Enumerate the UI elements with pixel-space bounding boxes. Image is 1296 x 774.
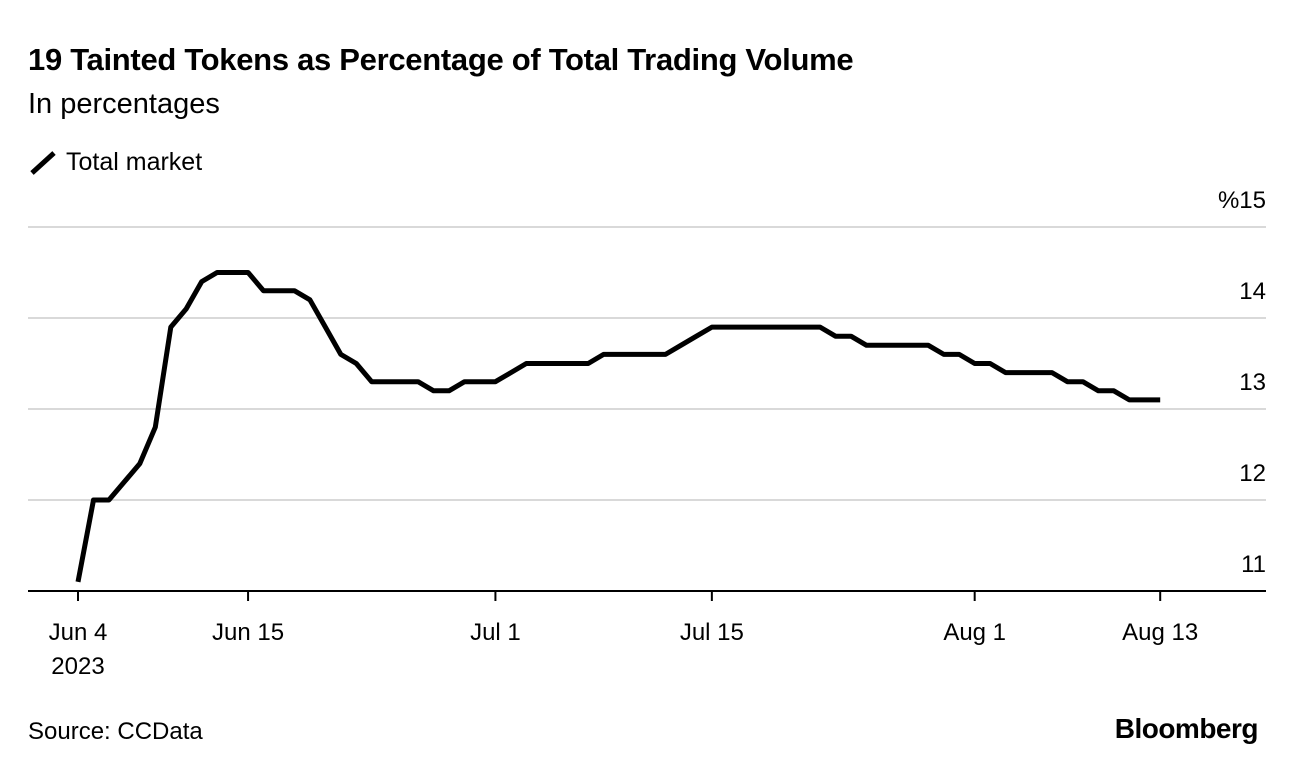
x-tick-label: Aug 13 (1122, 619, 1198, 646)
y-tick-label: 11 (1241, 551, 1266, 578)
x-tick-sublabel: 2023 (51, 653, 104, 680)
legend-line-icon (30, 150, 56, 175)
chart-title: 19 Tainted Tokens as Percentage of Total… (28, 42, 854, 77)
legend: Total market (28, 148, 202, 177)
x-tick-label: Aug 1 (943, 619, 1006, 646)
legend-label-total-market: Total market (66, 148, 203, 176)
x-tick-label: Jun 4 (49, 619, 108, 646)
y-tick-label: 14 (1239, 278, 1266, 305)
x-tick-label: Jun 15 (212, 619, 284, 646)
x-tick-label: Jul 1 (470, 619, 521, 646)
series-line-total-market (75, 270, 1161, 583)
bloomberg-logo: Bloomberg (1114, 713, 1259, 744)
x-tick-label: Jul 15 (680, 619, 744, 646)
y-tick-label: 13 (1239, 369, 1266, 396)
y-tick-label: %15 (1218, 187, 1266, 214)
chart-subtitle: In percentages (28, 88, 220, 120)
y-tick-label: 12 (1239, 460, 1266, 487)
source-note: Source: CCData (28, 718, 203, 745)
